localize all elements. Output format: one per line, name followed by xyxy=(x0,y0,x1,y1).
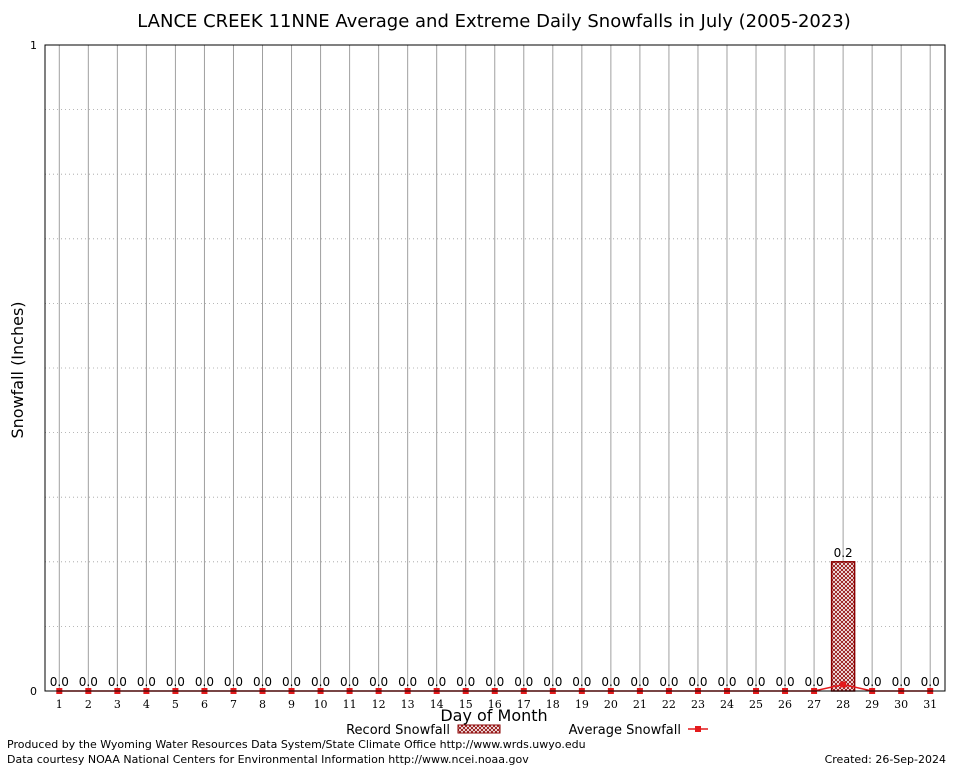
x-tick-label: 22 xyxy=(662,698,676,711)
data-label: 0.0 xyxy=(688,675,707,689)
x-tick-labels: 1 2 3 4 5 6 7 8 9 10 11 12 13 14 15 16 17 18 19 20 21 22 23 24 2… xyxy=(56,698,937,711)
data-label: 0.0 xyxy=(340,675,359,689)
x-tick-label: 6 xyxy=(201,698,208,711)
data-label: 0.0 xyxy=(514,675,533,689)
data-label: 0.0 xyxy=(717,675,736,689)
data-labels: 0.0 0.0 0.0 0.0 0.0 0.0 0.0 0.0 0.0 0.0 0.0 0.0 0.0 0… xyxy=(50,546,940,689)
footer-created: Created: 26-Sep-2024 xyxy=(825,753,946,766)
legend-marker-average xyxy=(695,726,701,732)
data-label: 0.0 xyxy=(50,675,69,689)
x-tick-label: 8 xyxy=(259,698,266,711)
x-tick-label: 4 xyxy=(143,698,150,711)
x-tick-label: 16 xyxy=(488,698,502,711)
y-axis-label: Snowfall (Inches) xyxy=(8,301,27,438)
data-label: 0.0 xyxy=(746,675,765,689)
chart-title: LANCE CREEK 11NNE Average and Extreme Da… xyxy=(137,11,851,32)
data-label: 0.2 xyxy=(834,546,853,560)
data-label: 0.0 xyxy=(137,675,156,689)
data-label: 0.0 xyxy=(369,675,388,689)
x-tick-label: 7 xyxy=(230,698,237,711)
x-tick-label: 25 xyxy=(749,698,763,711)
x-tick-label: 9 xyxy=(288,698,295,711)
x-tick-label: 1 xyxy=(56,698,63,711)
y-tick-labels: 01 xyxy=(30,39,37,698)
data-label: 0.0 xyxy=(398,675,417,689)
data-label: 0.0 xyxy=(863,675,882,689)
x-tick-label: 29 xyxy=(865,698,879,711)
data-label: 0.0 xyxy=(805,675,824,689)
x-tick-label: 5 xyxy=(172,698,179,711)
y-tick-label: 0 xyxy=(30,685,37,698)
footer-producer: Produced by the Wyoming Water Resources … xyxy=(7,738,586,751)
x-tick-label: 23 xyxy=(691,698,705,711)
legend-label-record: Record Snowfall xyxy=(346,723,450,738)
x-tick-label: 24 xyxy=(720,698,734,711)
average-point xyxy=(840,681,847,688)
data-label: 0.0 xyxy=(79,675,98,689)
data-label: 0.0 xyxy=(543,675,562,689)
data-label: 0.0 xyxy=(195,675,214,689)
data-label: 0.0 xyxy=(630,675,649,689)
data-label: 0.0 xyxy=(892,675,911,689)
data-label: 0.0 xyxy=(427,675,446,689)
x-tick-label: 27 xyxy=(807,698,821,711)
data-label: 0.0 xyxy=(485,675,504,689)
record-bar xyxy=(830,561,856,692)
x-tick-label: 28 xyxy=(836,698,850,711)
x-tick-label: 26 xyxy=(778,698,792,711)
data-label: 0.0 xyxy=(224,675,243,689)
x-tick-label: 17 xyxy=(517,698,531,711)
x-tick-label: 13 xyxy=(401,698,415,711)
grid xyxy=(45,45,945,691)
x-axis-label: Day of Month xyxy=(440,706,547,725)
data-label: 0.0 xyxy=(282,675,301,689)
plot-frame xyxy=(44,44,946,692)
x-tick-label: 3 xyxy=(114,698,121,711)
footer-courtesy: Data courtesy NOAA National Centers for … xyxy=(7,753,529,766)
legend: Record Snowfall Average Snowfall xyxy=(346,723,708,738)
x-tick-label: 10 xyxy=(314,698,328,711)
x-tick-label: 2 xyxy=(85,698,92,711)
data-label: 0.0 xyxy=(108,675,127,689)
data-label: 0.0 xyxy=(659,675,678,689)
x-tick-label: 12 xyxy=(372,698,386,711)
x-tick-label: 30 xyxy=(894,698,908,711)
x-tick-label: 15 xyxy=(459,698,473,711)
data-label: 0.0 xyxy=(601,675,620,689)
data-label: 0.0 xyxy=(572,675,591,689)
record-bars xyxy=(830,561,856,692)
legend-label-average: Average Snowfall xyxy=(569,723,681,738)
x-tick-label: 21 xyxy=(633,698,647,711)
x-tick-label: 19 xyxy=(575,698,589,711)
x-tick-label: 18 xyxy=(546,698,560,711)
data-label: 0.0 xyxy=(776,675,795,689)
x-tick-label: 31 xyxy=(923,698,937,711)
data-label: 0.0 xyxy=(921,675,940,689)
y-tick-label: 1 xyxy=(30,39,37,52)
data-label: 0.0 xyxy=(311,675,330,689)
data-label: 0.0 xyxy=(456,675,475,689)
x-tick-label: 20 xyxy=(604,698,618,711)
x-tick-label: 11 xyxy=(343,698,357,711)
data-label: 0.0 xyxy=(253,675,272,689)
x-tick-label: 14 xyxy=(430,698,444,711)
legend-swatch-record xyxy=(457,724,501,734)
data-label: 0.0 xyxy=(166,675,185,689)
